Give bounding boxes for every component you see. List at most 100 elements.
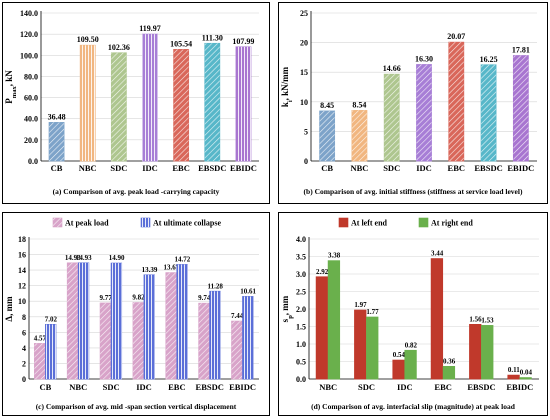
y-axis-label: ki, kN/mm xyxy=(280,66,294,107)
bar-c-idc-s1 xyxy=(132,302,144,380)
data-label: 9.74 xyxy=(198,294,211,302)
bar-c-ebsdc-s1 xyxy=(198,302,210,380)
data-label: 2.92 xyxy=(316,268,329,276)
data-label: 102.36 xyxy=(108,43,130,52)
x-tick-label: CB xyxy=(321,163,333,173)
y-tick-label: 20 xyxy=(300,39,308,48)
y-tick-label: 1.5 xyxy=(296,323,306,332)
y-tick-label: 3.5 xyxy=(296,253,306,262)
chart-b-svg: 0 5 10 15 20 25 ki, kN/mm 8.45 CB 8.54 NBC 14.66 SDC… xyxy=(280,9,537,196)
chart-a-svg: 0.0 20.0 40.0 60.0 80.0 100.0 120.0 140.0 Pmax, … xyxy=(4,9,259,196)
data-label: 0.11 xyxy=(508,366,520,374)
data-label: 20.07 xyxy=(447,32,465,41)
legend-item: At ultimate collapse xyxy=(140,217,221,228)
y-axis-label: Δ, mm xyxy=(4,296,14,322)
y-tick-label: 0.5 xyxy=(296,358,306,367)
y-tick-label: 100.0 xyxy=(20,51,38,60)
y-tick-label: 8 xyxy=(22,313,26,322)
data-label: 3.44 xyxy=(431,250,444,258)
panel-d: 0.0 0.5 1.0 1.5 2.0 2.5 3.0 3.5 4.0 sp, mm 2.92 3.3… xyxy=(278,212,548,416)
legend-item: At right end xyxy=(418,217,473,228)
data-label: 1.56 xyxy=(469,315,482,323)
data-label: 7.44 xyxy=(231,312,244,320)
bar-d-idc-s1 xyxy=(392,359,405,380)
bar-a-ebsdc xyxy=(204,42,221,162)
data-label: 36.48 xyxy=(48,112,66,121)
bar-d-ebsdc-s2 xyxy=(481,325,494,380)
legend-label: At left end xyxy=(351,219,388,228)
data-label: 4.57 xyxy=(34,334,47,342)
data-label: 105.54 xyxy=(170,39,192,48)
y-tick-label: 20.0 xyxy=(24,136,38,145)
bar-d-ebc-s2 xyxy=(442,365,456,380)
y-tick-label: 25 xyxy=(300,9,308,18)
bar-a-ebidc xyxy=(235,46,252,162)
bar-a-nbc xyxy=(79,44,96,162)
panel-caption: (d) Comparison of avg. interfacial slip … xyxy=(311,402,516,411)
y-tick-label: 5 xyxy=(304,127,308,136)
y-tick-label: 14 xyxy=(18,266,26,275)
data-label: 9.77 xyxy=(100,294,113,302)
bar-c-ebidc-s1 xyxy=(231,320,243,380)
bar-d-ebidc-s2 xyxy=(519,377,532,380)
data-label: 14.93 xyxy=(65,254,81,262)
bar-d-ebsdc-s1 xyxy=(469,324,482,380)
bar-c-ebidc-s2 xyxy=(242,296,254,380)
data-label: 8.45 xyxy=(320,101,334,110)
y-tick-label: 2 xyxy=(22,359,26,368)
y-tick-label: 0 xyxy=(22,375,26,384)
x-tick-label: EBSDC xyxy=(198,163,226,173)
x-tick-label: NBC xyxy=(319,382,337,392)
y-tick-label: 140.0 xyxy=(20,9,38,18)
data-label: 13.67 xyxy=(163,264,179,272)
x-tick-label: IDC xyxy=(142,163,158,173)
x-tick-label: EBSDC xyxy=(474,163,502,173)
data-label: 16.30 xyxy=(415,55,433,64)
y-tick-label: 60.0 xyxy=(24,94,38,103)
chart-d-svg: 0.0 0.5 1.0 1.5 2.0 2.5 3.0 3.5 4.0 sp, mm 2.92 3.3… xyxy=(280,217,539,411)
data-label: 17.81 xyxy=(512,46,530,55)
data-label: 14.93 xyxy=(76,254,92,262)
data-label: 0.36 xyxy=(443,357,456,365)
x-tick-label: EBIDC xyxy=(506,382,533,392)
data-label: 10.61 xyxy=(240,287,256,295)
y-axis-label: Pmax, kN xyxy=(4,70,18,104)
bar-d-sdc-s2 xyxy=(366,316,379,380)
y-tick-label: 2.5 xyxy=(296,288,306,297)
data-label: 109.50 xyxy=(77,35,99,44)
x-tick-label: EBC xyxy=(448,163,465,173)
data-label: 3.38 xyxy=(328,252,341,260)
y-tick-label: 12 xyxy=(18,282,26,291)
bar-b-ebsdc xyxy=(480,64,497,162)
data-label: 14.90 xyxy=(109,254,125,262)
y-tick-label: 4 xyxy=(22,344,26,353)
legend-item: At left end xyxy=(338,217,388,228)
x-tick-label: EBIDC xyxy=(507,163,534,173)
x-tick-label: IDC xyxy=(397,382,413,392)
x-tick-label: EBIDC xyxy=(230,163,257,173)
data-label: 13.39 xyxy=(142,266,158,274)
data-label: 14.72 xyxy=(174,256,190,264)
legend: At left end At right end xyxy=(338,217,473,228)
bar-c-ebc-s2 xyxy=(176,264,188,380)
y-tick-label: 0.0 xyxy=(28,157,38,166)
bar-c-ebsdc-s2 xyxy=(209,290,221,380)
y-tick-label: 2.0 xyxy=(296,305,306,314)
x-tick-label: EBC xyxy=(168,382,185,392)
bar-d-sdc-s1 xyxy=(354,309,367,380)
y-tick-label: 4.0 xyxy=(296,235,306,244)
x-tick-label: SDC xyxy=(110,163,127,173)
y-tick-label: 10 xyxy=(18,297,26,306)
bar-c-ebc-s1 xyxy=(165,272,177,380)
bar-b-ebidc xyxy=(512,55,529,162)
bar-a-sdc xyxy=(110,52,127,162)
panel-caption: (c) Comparison of avg. mid -span section… xyxy=(36,402,237,411)
legend-label: At peak load xyxy=(65,219,109,228)
y-tick-label: 6 xyxy=(22,328,26,337)
x-tick-label: IDC xyxy=(136,382,152,392)
x-tick-label: CB xyxy=(40,382,52,392)
x-tick-label: EBIDC xyxy=(229,382,256,392)
data-label: 16.25 xyxy=(480,55,498,64)
data-label: 0.04 xyxy=(520,369,533,377)
